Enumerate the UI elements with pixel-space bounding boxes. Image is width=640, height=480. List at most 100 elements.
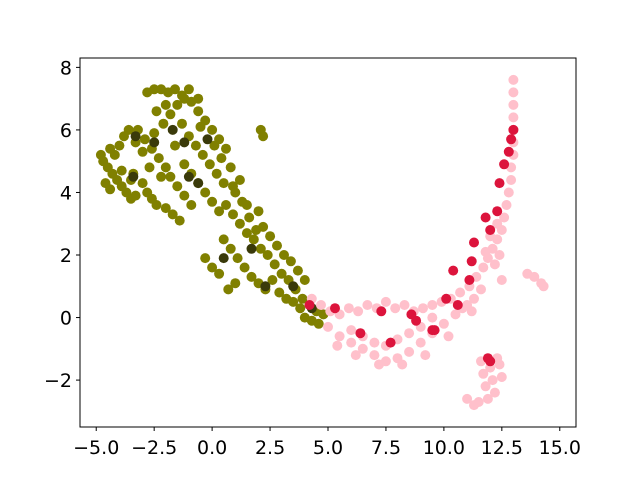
point-s2-44: [369, 350, 380, 361]
point-s0-66: [248, 234, 259, 245]
point-s2-65: [420, 350, 431, 361]
point-s1-4: [179, 137, 190, 148]
point-s3-13: [494, 178, 505, 189]
point-s2-76: [480, 381, 491, 392]
point-s0-107: [267, 275, 278, 285]
point-s3-9: [469, 237, 479, 248]
point-s3-2: [355, 328, 366, 339]
point-s2-13: [427, 300, 438, 310]
point-s0-87: [218, 234, 229, 245]
point-s0-53: [204, 159, 215, 170]
point-s2-48: [415, 337, 426, 348]
point-s0-88: [225, 243, 236, 254]
point-s2-40: [323, 321, 333, 332]
point-s0-112: [116, 165, 127, 176]
point-s0-7: [130, 190, 141, 201]
point-s0-36: [172, 99, 183, 110]
point-s1-8: [218, 253, 229, 264]
x-tick-label: 0.0: [197, 437, 227, 459]
point-s3-23: [485, 356, 496, 367]
point-s2-73: [538, 281, 549, 292]
point-s1-6: [193, 178, 204, 189]
point-s0-34: [158, 118, 169, 129]
point-s0-11: [114, 140, 125, 151]
point-s0-67: [255, 243, 266, 254]
point-s0-29: [165, 171, 176, 182]
point-s3-3: [385, 337, 396, 348]
point-s2-39: [489, 259, 500, 270]
point-s0-127: [228, 181, 238, 192]
point-s2-61: [332, 340, 343, 351]
point-s2-83: [462, 393, 473, 404]
point-s2-43: [357, 343, 368, 354]
point-s3-6: [441, 293, 452, 304]
point-s0-117: [177, 118, 187, 129]
point-s2-1: [316, 300, 326, 310]
point-s0-80: [258, 221, 269, 232]
point-s1-5: [183, 171, 194, 182]
point-s2-24: [499, 212, 510, 223]
point-s3-20: [448, 265, 459, 276]
point-s3-12: [492, 206, 503, 217]
point-s0-86: [299, 275, 310, 285]
point-s0-121: [151, 106, 162, 117]
point-s1-0: [128, 171, 139, 182]
point-s2-38: [480, 246, 491, 257]
point-s0-81: [265, 231, 276, 242]
point-s2-69: [496, 275, 507, 285]
point-s3-21: [464, 275, 475, 285]
point-s1-7: [202, 134, 213, 145]
point-s2-16: [455, 287, 466, 298]
point-s0-27: [153, 153, 164, 164]
point-s0-115: [156, 171, 167, 182]
point-s2-67: [466, 306, 477, 317]
point-s0-114: [144, 162, 155, 173]
point-s1-9: [246, 243, 257, 254]
point-s0-96: [200, 253, 211, 264]
point-s3-19: [406, 309, 417, 320]
point-s0-126: [234, 175, 245, 185]
point-s0-123: [193, 93, 204, 104]
point-s3-8: [466, 256, 477, 267]
point-s2-8: [380, 296, 391, 307]
point-s3-1: [330, 303, 340, 314]
point-s0-65: [241, 228, 252, 239]
point-s3-7: [452, 300, 463, 310]
point-s2-68: [476, 284, 486, 295]
point-s0-122: [183, 84, 194, 95]
point-s0-103: [313, 318, 324, 329]
point-s2-88: [469, 293, 479, 304]
point-s2-25: [501, 200, 512, 210]
point-s0-39: [149, 84, 160, 95]
y-tick-label: 4: [60, 182, 72, 204]
point-s0-28: [160, 162, 171, 173]
point-s0-61: [214, 206, 225, 217]
point-s0-63: [228, 209, 238, 220]
point-s0-59: [200, 187, 211, 198]
points-layer: [95, 74, 549, 411]
point-s2-12: [418, 303, 428, 314]
point-s0-78: [244, 212, 255, 223]
point-s2-42: [346, 337, 357, 348]
point-s0-128: [241, 200, 252, 210]
point-s0-89: [232, 253, 243, 264]
point-s2-80: [489, 387, 500, 398]
y-tick-label: 8: [60, 57, 72, 79]
point-s0-109: [281, 293, 292, 304]
point-s2-89: [492, 218, 503, 229]
point-s0-60: [207, 196, 218, 207]
point-s0-45: [193, 106, 204, 117]
point-s0-106: [295, 303, 306, 314]
point-s3-16: [506, 134, 517, 145]
point-s2-47: [404, 346, 415, 357]
point-s0-32: [186, 200, 197, 210]
point-s2-58: [404, 328, 415, 339]
y-tick-label: 6: [60, 120, 72, 142]
point-s2-77: [482, 393, 493, 404]
x-tick-label: 2.5: [255, 437, 285, 459]
point-s1-3: [167, 124, 178, 135]
point-s0-62: [221, 200, 231, 210]
point-s0-73: [297, 293, 308, 304]
point-s0-33: [149, 128, 160, 139]
